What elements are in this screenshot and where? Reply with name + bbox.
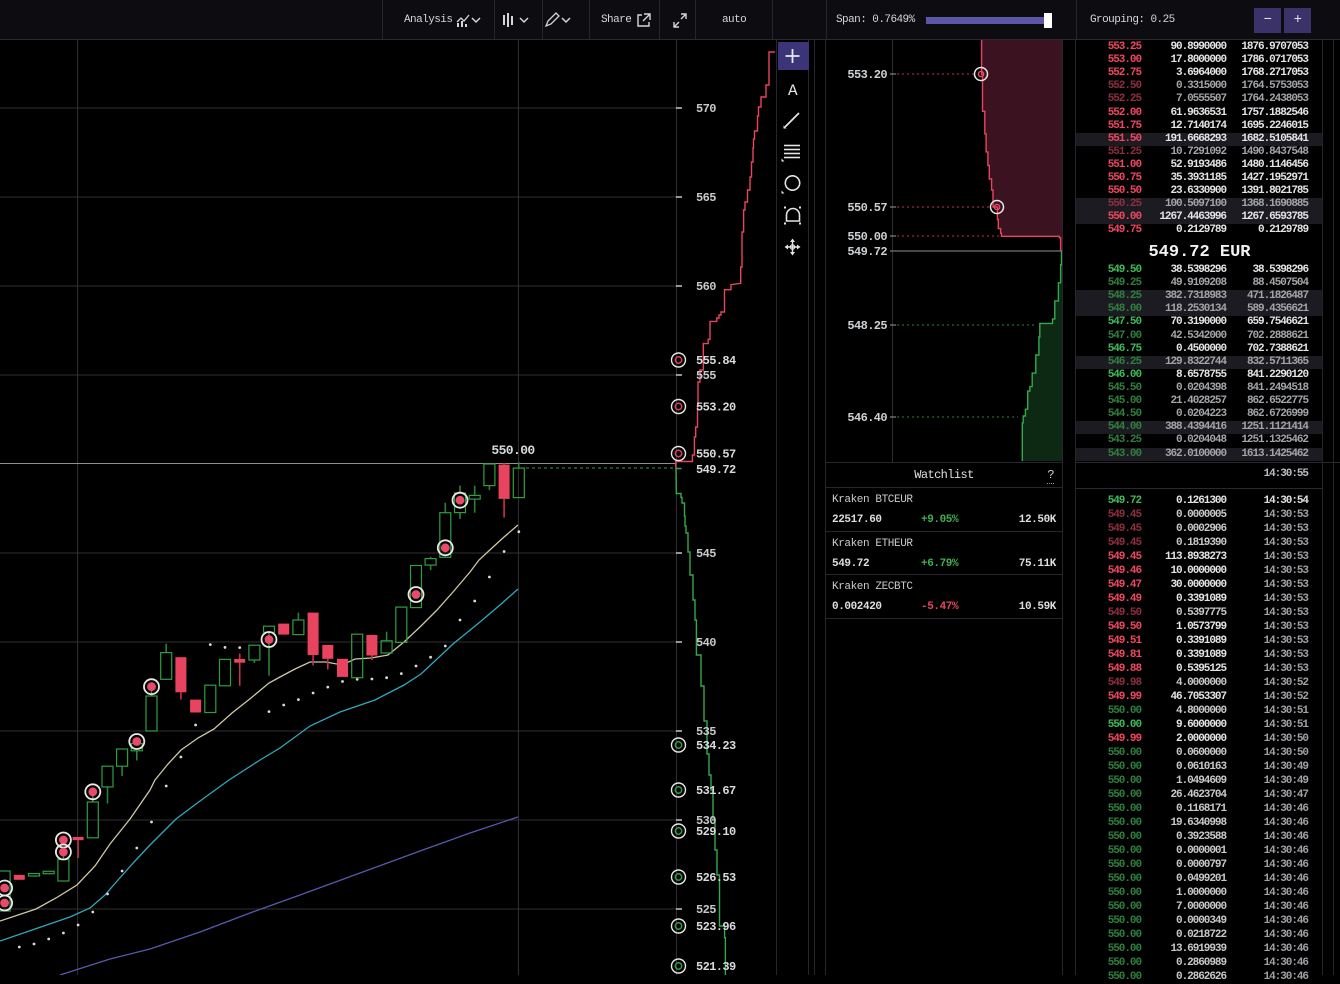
svg-text:530: 530 bbox=[696, 814, 716, 828]
svg-text:550.57: 550.57 bbox=[696, 448, 736, 462]
svg-text:A: A bbox=[788, 82, 798, 100]
svg-text:549.72: 549.72 bbox=[696, 463, 736, 477]
svg-text:540: 540 bbox=[696, 636, 716, 650]
svg-text:545: 545 bbox=[696, 547, 716, 561]
svg-text:570: 570 bbox=[696, 102, 716, 116]
svg-text:534.23: 534.23 bbox=[696, 739, 736, 753]
svg-text:550.57: 550.57 bbox=[847, 201, 887, 215]
svg-text:555: 555 bbox=[696, 369, 716, 383]
svg-text:531.67: 531.67 bbox=[696, 784, 736, 798]
svg-text:549.72: 549.72 bbox=[847, 245, 887, 259]
svg-text:529.10: 529.10 bbox=[696, 825, 736, 839]
svg-text:548.25: 548.25 bbox=[847, 319, 887, 333]
svg-text:553.20: 553.20 bbox=[847, 68, 887, 82]
svg-text:523.96: 523.96 bbox=[696, 920, 736, 934]
svg-text:553.20: 553.20 bbox=[696, 401, 736, 415]
svg-text:521.39: 521.39 bbox=[696, 960, 736, 974]
svg-text:565: 565 bbox=[696, 191, 716, 205]
svg-text:526.53: 526.53 bbox=[696, 871, 736, 885]
svg-text:550.00: 550.00 bbox=[491, 443, 535, 458]
svg-text:560: 560 bbox=[696, 280, 716, 294]
svg-text:550.00: 550.00 bbox=[847, 230, 887, 244]
svg-text:535: 535 bbox=[696, 725, 716, 739]
svg-text:546.40: 546.40 bbox=[847, 411, 887, 425]
svg-text:555.84: 555.84 bbox=[696, 354, 736, 368]
svg-text:525: 525 bbox=[696, 903, 716, 917]
